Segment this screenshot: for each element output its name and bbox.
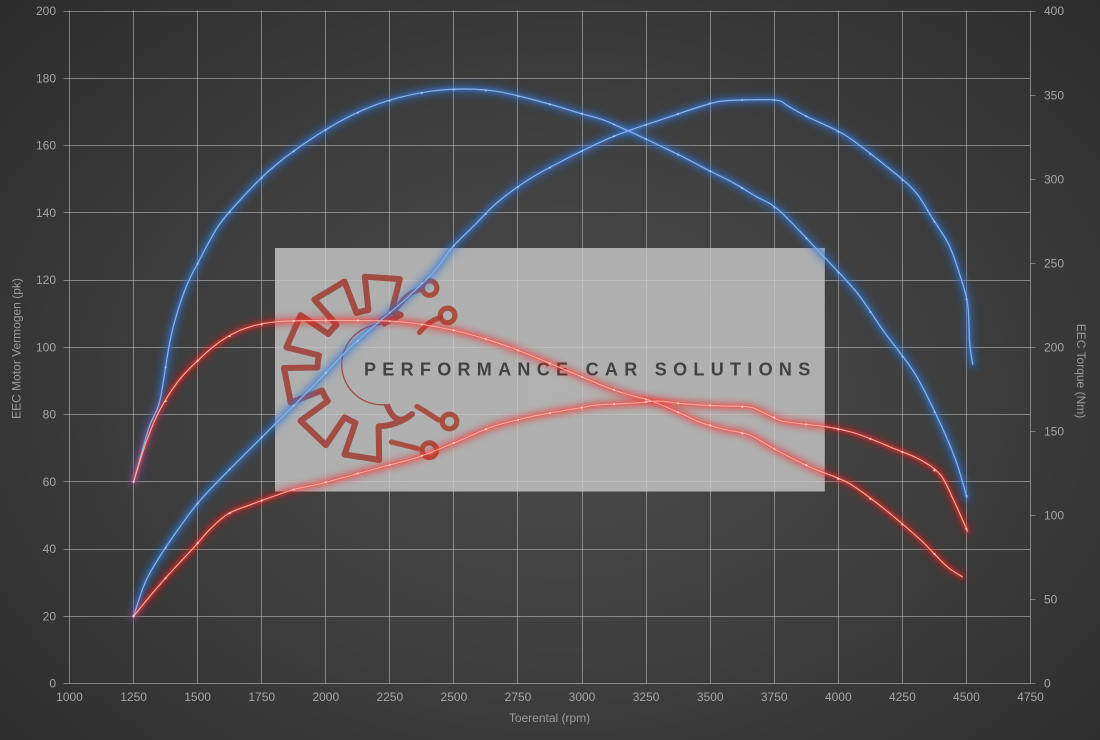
svg-text:1250: 1250 bbox=[120, 690, 147, 704]
svg-text:180: 180 bbox=[36, 72, 56, 86]
svg-text:3750: 3750 bbox=[761, 690, 788, 704]
svg-text:120: 120 bbox=[36, 273, 56, 287]
svg-text:2750: 2750 bbox=[505, 690, 532, 704]
svg-text:Toerental (rpm): Toerental (rpm) bbox=[509, 711, 590, 725]
svg-text:350: 350 bbox=[1044, 88, 1064, 102]
svg-text:3250: 3250 bbox=[633, 690, 660, 704]
svg-text:400: 400 bbox=[1044, 4, 1064, 18]
svg-text:4750: 4750 bbox=[1017, 690, 1044, 704]
svg-text:40: 40 bbox=[43, 542, 57, 556]
svg-text:0: 0 bbox=[49, 677, 56, 691]
svg-text:140: 140 bbox=[36, 206, 56, 220]
svg-text:200: 200 bbox=[1044, 340, 1064, 354]
svg-text:20: 20 bbox=[43, 610, 57, 624]
svg-text:150: 150 bbox=[1044, 425, 1064, 439]
svg-text:4000: 4000 bbox=[825, 690, 852, 704]
svg-text:3500: 3500 bbox=[697, 690, 724, 704]
svg-text:250: 250 bbox=[1044, 256, 1064, 270]
svg-text:0: 0 bbox=[1044, 677, 1051, 691]
svg-text:2250: 2250 bbox=[376, 690, 403, 704]
svg-text:1000: 1000 bbox=[56, 690, 83, 704]
svg-text:2000: 2000 bbox=[312, 690, 339, 704]
svg-text:50: 50 bbox=[1044, 593, 1058, 607]
svg-text:200: 200 bbox=[36, 4, 56, 18]
svg-text:60: 60 bbox=[43, 475, 57, 489]
svg-text:4500: 4500 bbox=[953, 690, 980, 704]
svg-text:EEC Torque (Nm): EEC Torque (Nm) bbox=[1074, 324, 1088, 418]
svg-text:1500: 1500 bbox=[184, 690, 211, 704]
svg-text:100: 100 bbox=[1044, 509, 1064, 523]
svg-text:PERFORMANCE CAR SOLUTIONS: PERFORMANCE CAR SOLUTIONS bbox=[364, 360, 817, 380]
svg-text:300: 300 bbox=[1044, 172, 1064, 186]
svg-text:1750: 1750 bbox=[248, 690, 275, 704]
svg-text:2500: 2500 bbox=[441, 690, 468, 704]
svg-text:160: 160 bbox=[36, 139, 56, 153]
svg-text:100: 100 bbox=[36, 340, 56, 354]
svg-text:3000: 3000 bbox=[569, 690, 596, 704]
svg-text:80: 80 bbox=[43, 408, 57, 422]
svg-text:4250: 4250 bbox=[889, 690, 916, 704]
svg-text:EEC Motor Vermogen (pk): EEC Motor Vermogen (pk) bbox=[10, 278, 24, 419]
